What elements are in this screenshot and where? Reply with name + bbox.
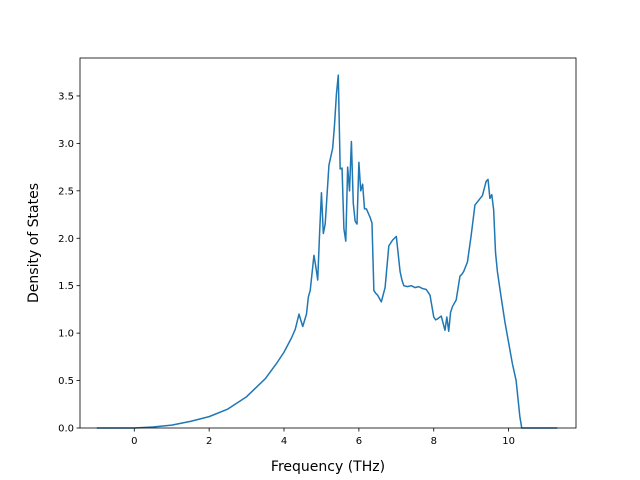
x-tick-label: 4 [281, 436, 287, 447]
y-axis-label: Density of States [26, 183, 42, 303]
y-tick-label: 0.0 [58, 424, 74, 435]
x-tick-label: 0 [131, 436, 137, 447]
plot-area [80, 58, 576, 428]
y-tick-label: 2.5 [58, 186, 74, 197]
x-ticks: 0 2 4 6 8 10 [131, 428, 515, 447]
x-tick-label: 10 [502, 436, 515, 447]
y-tick-label: 1.0 [58, 329, 74, 340]
y-ticks: 0.0 0.5 1.0 1.5 2.0 2.5 3.0 3.5 [58, 91, 80, 435]
y-tick-label: 3.0 [58, 139, 74, 150]
y-tick-label: 2.0 [58, 234, 74, 245]
plot-frame [79, 57, 577, 429]
x-tick-label: 6 [356, 436, 362, 447]
y-tick-label: 0.5 [58, 376, 74, 387]
x-axis-label: Frequency (THz) [271, 459, 385, 475]
x-tick-label: 8 [431, 436, 437, 447]
y-tick-label: 3.5 [58, 91, 74, 102]
series-line [96, 74, 558, 429]
y-tick-label: 1.5 [58, 281, 74, 292]
x-tick-label: 2 [206, 436, 212, 447]
